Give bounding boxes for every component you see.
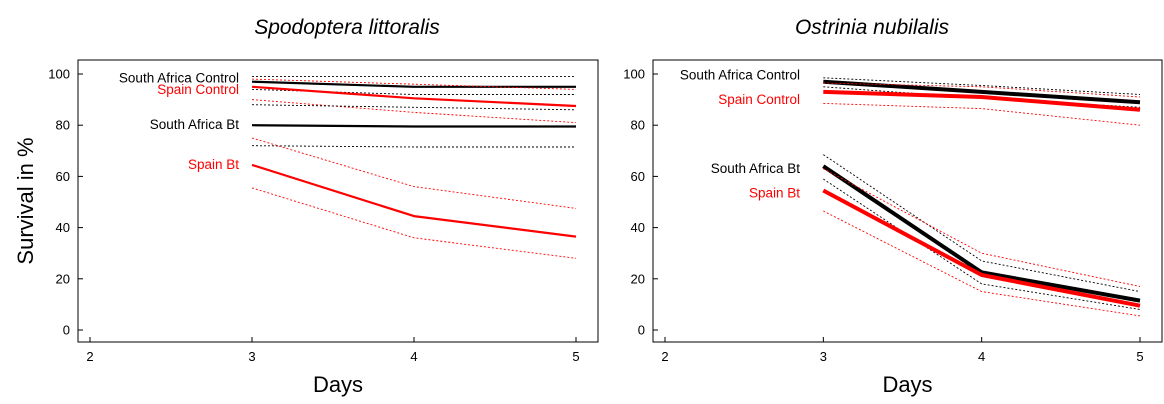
x-axis-label: Days — [313, 372, 363, 397]
y-tick-label: 20 — [56, 271, 70, 286]
series-line — [251, 85, 577, 108]
series-label: South Africa Control — [680, 68, 800, 83]
x-tick-label: 3 — [820, 349, 827, 364]
y-tick-label: 80 — [631, 118, 645, 133]
y-tick-label: 0 — [638, 323, 645, 338]
series-label: Spain Bt — [749, 185, 800, 200]
x-tick-label: 5 — [1136, 349, 1143, 364]
x-tick-label: 2 — [86, 349, 93, 364]
ci-upper-line — [251, 104, 577, 111]
series-spain-bt: Spain Bt — [188, 137, 577, 259]
series-label: Spain Control — [157, 82, 239, 97]
y-tick-label: 20 — [631, 271, 645, 286]
chart-panel-1: Spodoptera littoralis Days 0 20 40 60 80 100 2 3 4… — [48, 16, 599, 397]
y-tick-label: 60 — [56, 169, 70, 184]
series-south-africa-control: South Africa Control — [119, 71, 577, 95]
x-tick-label: 4 — [410, 349, 417, 364]
chart-title: Spodoptera littoralis — [254, 16, 440, 39]
ci-lower-line — [823, 178, 1141, 310]
series-line — [822, 164, 1141, 303]
series-line — [251, 124, 576, 128]
ci-lower-line — [823, 210, 1141, 317]
x-tick-label: 2 — [661, 349, 668, 364]
series-line — [823, 89, 1141, 112]
x-tick-label: 5 — [572, 349, 579, 364]
y-axis-label: Survival in % — [13, 137, 38, 264]
y-tick-label: 40 — [631, 220, 645, 235]
x-tick-label: 4 — [978, 349, 985, 364]
y-tick-label: 60 — [631, 169, 645, 184]
series-label: South Africa Bt — [711, 161, 801, 176]
ci-upper-line — [823, 82, 1141, 98]
series-spain-control: Spain Control — [718, 82, 1141, 126]
y-tick-label: 40 — [56, 220, 70, 235]
x-tick-label: 3 — [248, 349, 255, 364]
series-label: Spain Control — [718, 92, 800, 107]
series-south-africa-bt: South Africa Bt — [711, 154, 1141, 310]
y-tick-label: 80 — [56, 118, 70, 133]
y-tick-label: 100 — [623, 67, 645, 82]
series-line — [822, 188, 1141, 308]
series-label: South Africa Control — [119, 71, 239, 86]
ci-lower-line — [251, 187, 577, 259]
ci-lower-line — [823, 102, 1141, 126]
plot-frame — [77, 59, 599, 343]
series-line — [251, 163, 577, 238]
plot-frame — [652, 59, 1163, 343]
series-south-africa-bt: South Africa Bt — [150, 104, 577, 148]
series-label: South Africa Bt — [150, 117, 240, 132]
chart-title: Ostrinia nubilalis — [795, 16, 950, 39]
series-spain-control: Spain Control — [157, 78, 577, 124]
chart-panel-2: Ostrinia nubilalis Days 0 20 40 60 80 100 2 3 4 5 So… — [623, 16, 1163, 397]
x-axis-label: Days — [882, 372, 932, 397]
series-line — [251, 80, 576, 88]
y-tick-label: 100 — [48, 67, 70, 82]
ci-upper-line — [251, 137, 577, 209]
series-line — [823, 79, 1141, 105]
series-label: Spain Bt — [188, 157, 239, 172]
ci-lower-line — [251, 145, 576, 148]
series-spain-bt: Spain Bt — [749, 168, 1141, 317]
ci-upper-line — [823, 77, 1141, 95]
y-tick-label: 0 — [63, 323, 70, 338]
